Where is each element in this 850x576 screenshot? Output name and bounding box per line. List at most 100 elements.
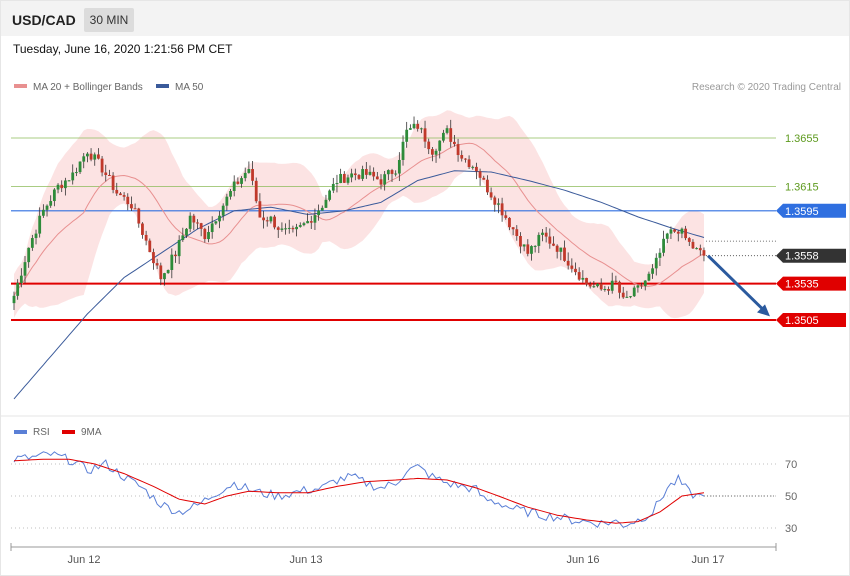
candle-body xyxy=(251,169,254,181)
candle-body xyxy=(273,216,276,228)
candle-body xyxy=(574,268,577,273)
candle-body xyxy=(526,244,530,254)
candle-body xyxy=(489,192,493,198)
candle-body xyxy=(533,245,537,247)
candle-body xyxy=(548,236,552,244)
candle-body xyxy=(621,292,625,298)
bollinger-band xyxy=(14,110,704,319)
candle-body xyxy=(467,159,471,168)
candle-body xyxy=(596,283,599,287)
candle-body xyxy=(63,180,67,189)
candle-body xyxy=(405,129,409,142)
candle-body xyxy=(34,233,38,239)
ma20-swatch xyxy=(14,84,27,88)
level-labels-layer: 1.3655 1.3615 1.3595 1.3558 1.3535 1.3505 xyxy=(706,133,846,327)
candle-body xyxy=(287,227,291,229)
candle-body xyxy=(427,141,431,150)
candle-body xyxy=(331,183,335,191)
candle-body xyxy=(203,228,207,240)
candle-body xyxy=(27,247,31,263)
candle-body xyxy=(174,254,177,257)
candle-body xyxy=(148,240,152,253)
x-tick-label: Jun 13 xyxy=(289,554,322,566)
candle-body xyxy=(676,231,680,234)
candle-body xyxy=(603,289,607,291)
candle-body xyxy=(291,227,295,230)
candle-body xyxy=(306,221,309,224)
candle-body xyxy=(522,244,526,247)
candle-body xyxy=(207,232,210,240)
timeframe-badge[interactable]: 30 MIN xyxy=(84,8,134,32)
candle-body xyxy=(544,232,548,237)
pivot-tag xyxy=(776,203,846,218)
candle-body xyxy=(482,177,486,180)
rsi-ma-line xyxy=(13,458,705,524)
candle-body xyxy=(144,234,148,241)
candle-body xyxy=(599,283,603,290)
pivot-label: 1.3595 xyxy=(785,206,819,218)
current-price-tag xyxy=(776,248,846,263)
candle-body xyxy=(464,158,467,160)
candle-body xyxy=(221,205,225,216)
candle-body xyxy=(298,225,302,227)
candle-body xyxy=(56,184,60,190)
candle-body xyxy=(41,209,45,216)
candle-body xyxy=(610,280,614,291)
candle-body xyxy=(438,140,442,151)
resistance-label: 1.3655 xyxy=(785,133,819,145)
candle-body xyxy=(141,223,144,235)
candle-body xyxy=(177,239,181,257)
candle-body xyxy=(52,189,56,202)
candle-body xyxy=(511,227,515,230)
support-tag xyxy=(776,276,846,291)
x-tick-label: Jun 12 xyxy=(67,554,100,566)
candle-body xyxy=(38,215,42,234)
candle-body xyxy=(357,175,361,179)
candle-body xyxy=(559,247,563,252)
x-tick-label: Jun 16 xyxy=(566,554,599,566)
candle-body xyxy=(537,234,541,246)
rsi-swatch xyxy=(14,430,27,434)
candle-body xyxy=(691,241,695,249)
candle-body xyxy=(508,217,511,228)
candle-body xyxy=(669,229,673,234)
candle-body xyxy=(210,223,214,233)
candle-body xyxy=(93,154,97,160)
candle-body xyxy=(530,246,533,254)
candle-body xyxy=(350,173,354,178)
candle-body xyxy=(614,280,618,282)
candle-body xyxy=(111,175,115,190)
candle-body xyxy=(236,181,240,184)
candle-body xyxy=(155,263,159,266)
candle-body xyxy=(588,284,592,287)
candle-body xyxy=(361,169,365,179)
rsi-ma-swatch xyxy=(62,430,75,434)
rsi-legend-label: RSI xyxy=(33,427,50,438)
rsi-tick-label: 70 xyxy=(785,459,797,471)
candle-body xyxy=(687,238,691,242)
candle-body xyxy=(166,269,170,274)
candle-body xyxy=(196,222,199,224)
candle-body xyxy=(493,197,497,205)
candle-body xyxy=(192,215,196,223)
candle-body xyxy=(618,281,621,293)
candle-body xyxy=(225,196,229,206)
rsi-tick-label: 50 xyxy=(785,491,797,503)
rsi-ma-legend-label: 9MA xyxy=(81,427,102,438)
candle-body xyxy=(478,171,482,178)
candle-body xyxy=(214,221,218,224)
support-tag xyxy=(776,313,846,327)
candle-body xyxy=(71,172,75,181)
candle-body xyxy=(654,257,658,269)
pair-title: USD/CAD xyxy=(12,12,76,28)
candle-body xyxy=(383,174,387,185)
candle-body xyxy=(137,208,141,224)
candle-body xyxy=(434,150,438,155)
candle-body xyxy=(401,141,405,160)
ma50-line xyxy=(13,170,705,400)
rsi-panel: RSI 9MA 30 50 70 xyxy=(1,415,849,535)
candle-body xyxy=(629,296,632,298)
candle-body xyxy=(181,235,185,240)
candle-body xyxy=(684,228,688,239)
candle-body xyxy=(563,247,566,261)
